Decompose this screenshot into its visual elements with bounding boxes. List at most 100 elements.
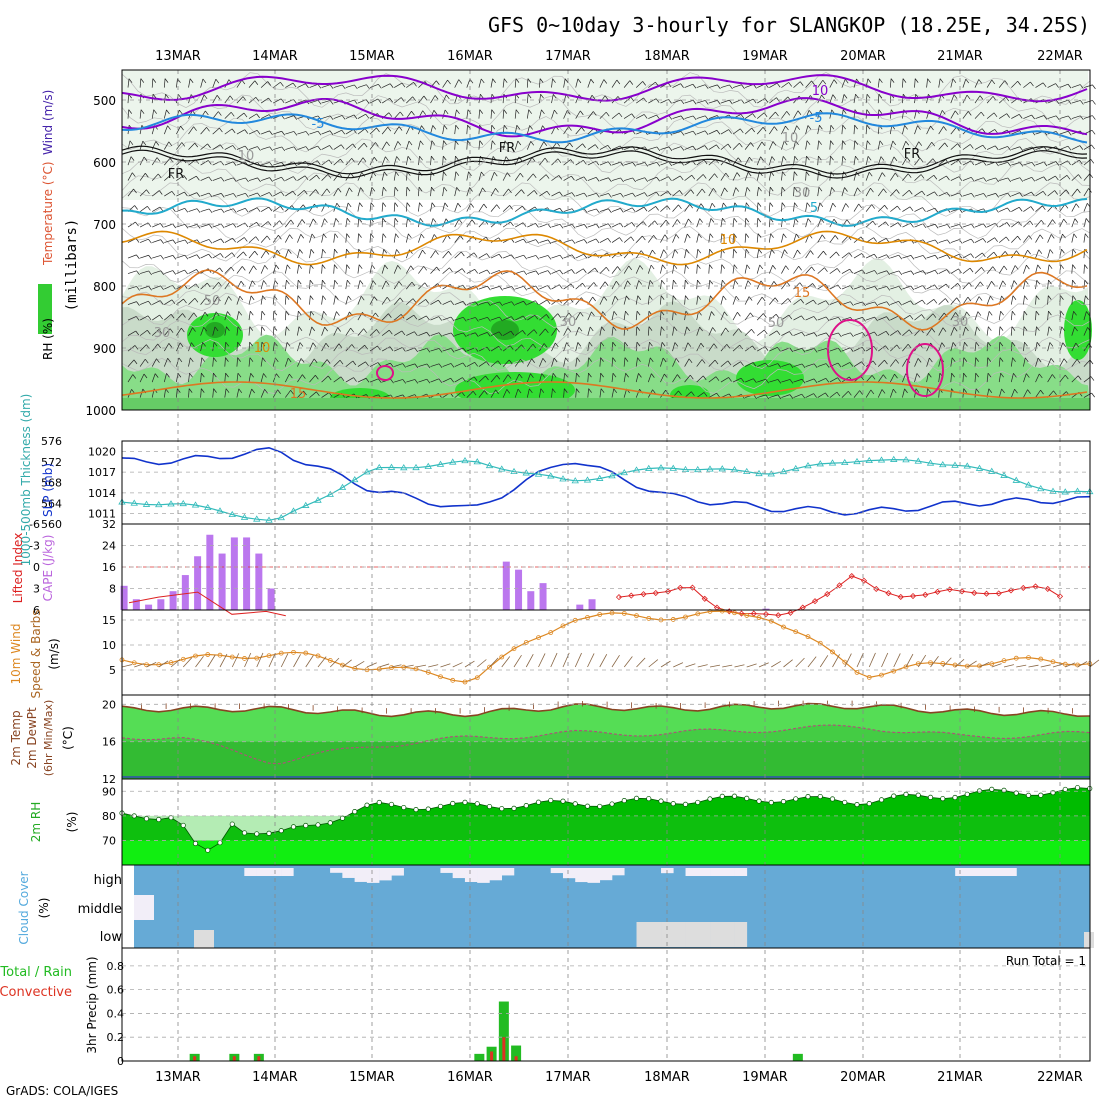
upper-wind-barb-flag — [462, 317, 467, 322]
upper-wind-barb-flag — [360, 187, 364, 192]
upper-wind-barb-flag — [1072, 295, 1077, 300]
upper-wind-barb-flag — [987, 357, 992, 362]
upper-wind-barb-flag — [929, 357, 933, 363]
upper-wind-barb-flag — [945, 298, 949, 303]
thickness-point — [130, 499, 138, 506]
upper-wind-barb-flag — [1055, 175, 1059, 181]
upper-wind-barb — [200, 192, 210, 197]
upper-wind-barb — [527, 239, 536, 243]
upper-wind-barb-flag — [136, 301, 140, 306]
upper-wind-barb — [684, 203, 690, 212]
upper-wind-barb-flag — [396, 249, 400, 254]
upper-wind-barb — [805, 218, 809, 228]
upper-wind-barb-flag — [269, 192, 273, 197]
upper-wind-barb-flag — [747, 171, 752, 177]
upper-wind-barb — [321, 359, 328, 367]
temp-tick-label: 20 — [102, 698, 116, 711]
upper-wind-barb-flag — [980, 111, 985, 117]
upper-wind-barb — [127, 270, 137, 274]
top-date-label: 20MAR — [840, 49, 886, 64]
upper-wind-barb-flag — [813, 393, 817, 398]
wind-barb — [758, 662, 769, 668]
upper-wind-barb-flag — [135, 316, 140, 321]
upper-wind-barb — [527, 173, 534, 181]
upper-wind-barb — [188, 283, 197, 290]
upper-wind-barb-flag — [164, 78, 169, 83]
rh-point — [1001, 787, 1007, 793]
rh-point — [695, 799, 701, 805]
upper-wind-barb-flag — [166, 373, 170, 378]
upper-wind-barb-flag — [523, 286, 528, 291]
upper-wind-barb — [188, 224, 198, 228]
upper-wind-barb-flag — [638, 373, 642, 378]
upper-wind-barb — [551, 327, 557, 336]
upper-wind-barb — [684, 83, 694, 88]
upper-wind-barb — [345, 202, 349, 212]
upper-wind-barb-flag — [337, 327, 341, 332]
upper-wind-barb-flag — [530, 373, 534, 378]
upper-wind-barb-flag — [1002, 280, 1006, 286]
rh-point — [658, 798, 664, 804]
upper-wind-barb-flag — [1018, 114, 1023, 119]
upper-wind-barb-flag — [189, 372, 193, 378]
upper-wind-barb — [260, 295, 263, 305]
upper-wind-barb-flag — [421, 125, 425, 130]
upper-wind-barb-flag — [1066, 175, 1071, 180]
upper-wind-barb-flag — [757, 233, 762, 238]
upper-wind-barb — [636, 114, 645, 119]
upper-wind-barb-flag — [511, 316, 515, 321]
upper-wind-barb-flag — [848, 252, 853, 257]
upper-wind-barb-flag — [302, 374, 306, 379]
upper-wind-barb-flag — [232, 161, 237, 166]
upper-wind-barb-flag — [783, 233, 787, 239]
upper-wind-barb — [345, 360, 354, 367]
upper-wind-barb-flag — [677, 374, 681, 379]
upper-wind-barb — [1035, 311, 1037, 321]
upper-wind-barb-flag — [540, 388, 545, 393]
upper-wind-barb — [224, 145, 233, 150]
upper-wind-barb-flag — [324, 326, 328, 332]
upper-wind-barb-flag — [225, 372, 229, 378]
upper-wind-barb — [938, 298, 946, 305]
upper-wind-barb-flag — [946, 175, 950, 181]
upper-wind-barb-flag — [589, 326, 594, 332]
upper-wind-barb — [999, 192, 1008, 197]
upper-wind-barb — [805, 393, 814, 398]
upper-wind-barb — [321, 375, 329, 383]
upper-wind-barb — [405, 233, 409, 243]
upper-wind-barb-flag — [157, 343, 161, 349]
contour-label: 10 — [254, 341, 271, 356]
upper-wind-barb-flag — [148, 270, 152, 276]
upper-wind-barb — [285, 82, 294, 88]
wind-barb — [1028, 664, 1039, 668]
upper-wind-barb — [563, 388, 565, 398]
upper-wind-barb-flag — [547, 239, 552, 245]
upper-wind-barb — [236, 192, 246, 197]
upper-wind-barb — [684, 326, 688, 336]
rh-point — [548, 797, 554, 803]
upper-wind-barb-flag — [493, 171, 498, 177]
upper-wind-barb-flag — [285, 295, 290, 300]
upper-wind-barb — [962, 253, 971, 259]
upper-wind-barb-flag — [475, 317, 479, 322]
upper-wind-barb — [393, 126, 400, 135]
upper-wind-barb — [151, 78, 154, 88]
upper-wind-barb — [200, 176, 209, 181]
upper-wind-barb-flag — [148, 286, 152, 291]
upper-wind-barb — [599, 144, 608, 150]
upper-wind-barb — [648, 176, 657, 181]
upper-wind-barb — [188, 254, 197, 259]
upper-wind-barb-flag — [820, 218, 825, 223]
upper-wind-barb-flag — [988, 326, 992, 331]
thickness-point — [779, 467, 788, 475]
upper-wind-barb — [599, 223, 609, 228]
upper-wind-barb-flag — [201, 357, 206, 362]
upper-wind-barb — [660, 280, 662, 290]
upper-wind-barb-flag — [970, 177, 975, 182]
rh-band-upper — [122, 70, 1090, 200]
upper-wind-barb — [696, 326, 700, 336]
upper-wind-barb-flag — [777, 347, 781, 352]
li-point — [677, 584, 684, 591]
upper-wind-barb — [805, 332, 815, 336]
rh-point — [241, 830, 248, 836]
